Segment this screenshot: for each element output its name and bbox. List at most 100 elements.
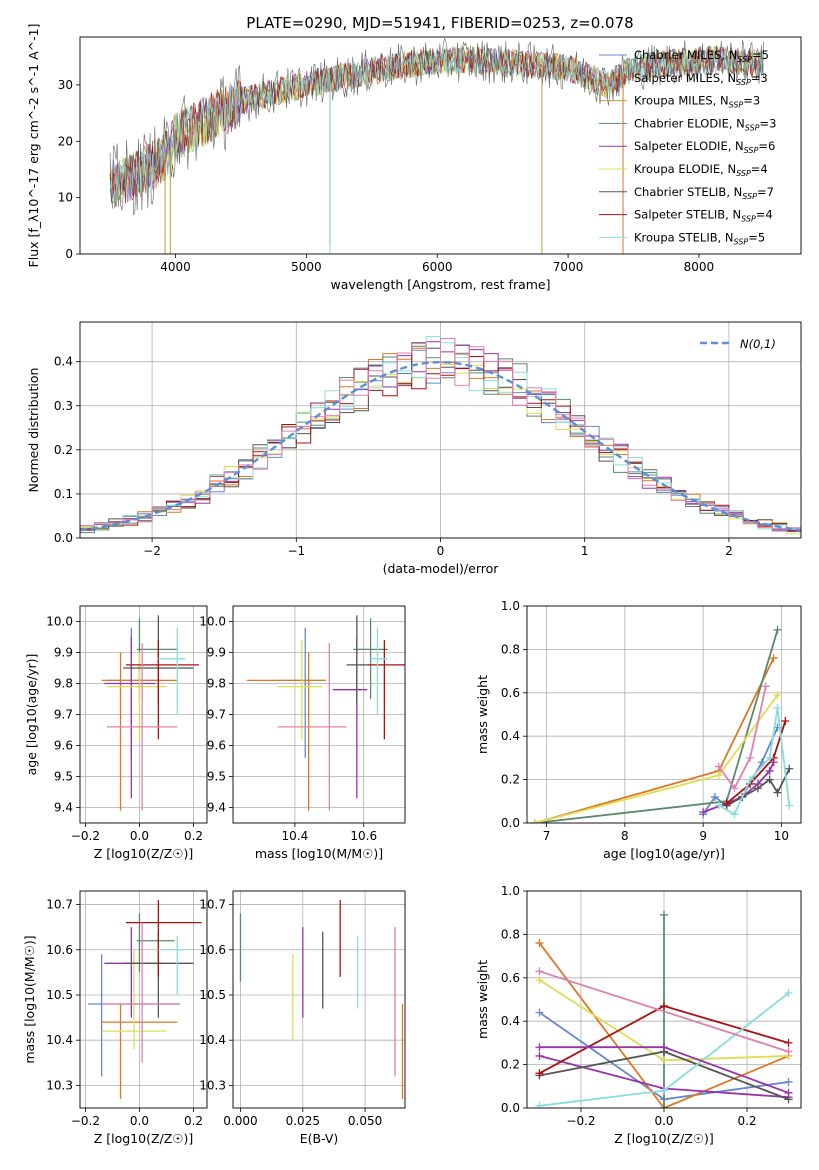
legend-entry: Kroupa MILES, NSSP=3 [634, 94, 760, 110]
x-tick-label: −2 [143, 544, 161, 558]
legend-entry-base: Kroupa MILES, N [634, 94, 729, 108]
y-tick-label: 9.4 [207, 801, 226, 815]
y-tick-label: 9.7 [54, 708, 73, 722]
errorbar-point [107, 627, 162, 758]
y-tick-label: 10.6 [199, 943, 226, 957]
errorbar-point [332, 637, 368, 799]
y-tick-label: 0.0 [501, 816, 520, 830]
series-line [702, 761, 775, 813]
legend-entry: Kroupa STELIB, NSSP=5 [634, 230, 765, 246]
spectrum-line [109, 37, 764, 216]
residuals-legend: N(0,1) [700, 337, 776, 351]
legend-entry: N(0,1) [740, 337, 776, 351]
plus-marker [784, 1077, 793, 1086]
y-tick-label: 0.2 [54, 443, 73, 457]
series-line [534, 694, 779, 823]
age_vs_Z-axes: −0.2 0.0 0.2 9.4 9.5 9.6 9.7 9.8 9.9 10.0 Z [log10… [24, 605, 208, 861]
legend-entry-tail: =3 [751, 71, 768, 85]
legend-entry-tail: =3 [743, 94, 760, 108]
series-line [718, 707, 791, 816]
weight_vs_age-plot-area [530, 625, 794, 823]
x-tick-label: −0.2 [566, 1114, 595, 1128]
x-tick-label: 0.2 [184, 829, 203, 843]
y-tick-label: 9.6 [207, 739, 226, 753]
legend-entry-sub: SSP [736, 169, 751, 178]
legend-entry: Kroupa ELODIE, NSSP=4 [634, 162, 768, 178]
plus-marker [660, 1086, 668, 1095]
y-tick-label: 30 [58, 78, 73, 92]
y-tick-label: 0.6 [501, 686, 520, 700]
legend-entry-tail: =4 [756, 208, 773, 222]
legend-entry-sub: SSP [745, 123, 760, 132]
y-axis-label: Flux [f_λ10^-17 erg cm^-2 s^-1 A^-1] [26, 24, 41, 268]
x-tick-label: 7 [543, 829, 551, 843]
x-axis-label: Z [log10(Z/Z☉)] [94, 846, 194, 861]
y-tick-label: 1.0 [501, 599, 520, 613]
y-axis-label: mass weight [475, 960, 490, 1039]
x-tick-label: 9 [699, 829, 707, 843]
errorbar-point [104, 637, 156, 799]
y-tick-label: 10.0 [46, 615, 73, 629]
y-tick-label: 0.4 [501, 729, 520, 743]
errorbar-point [101, 1004, 178, 1099]
y-tick-label: 20 [58, 134, 73, 148]
legend-entry-sub: SSP [744, 146, 759, 155]
plus-marker [535, 967, 544, 976]
histogram-step [80, 338, 801, 535]
x-axis-label: age [log10(age/yr)] [603, 846, 725, 861]
legend-entry-base: Chabrier STELIB, N [634, 185, 742, 199]
legend-entry-base: Chabrier ELODIE, N [634, 116, 745, 130]
legend-entry-tail: =6 [758, 139, 775, 153]
y-tick-label: 9.8 [54, 677, 73, 691]
plus-marker [660, 1002, 668, 1011]
legend-entry: Salpeter MILES, NSSP=3 [634, 71, 768, 87]
x-tick-label: 0 [437, 544, 445, 558]
x-tick-label: 0.2 [184, 1114, 203, 1128]
y-tick-label: 0.2 [501, 1058, 520, 1072]
plus-marker [784, 1088, 793, 1097]
plus-marker [785, 801, 794, 810]
plus-marker [785, 764, 794, 773]
legend-entry-tail: =5 [748, 230, 765, 244]
x-tick-label: 6000 [422, 260, 453, 274]
mass_vs_EBV-frame [232, 890, 406, 1109]
x-tick-label: −1 [287, 544, 305, 558]
errorbar-point [367, 640, 405, 740]
plus-marker [660, 1104, 668, 1108]
y-tick-label: 0.8 [501, 927, 520, 941]
y-tick-label: 10.7 [46, 898, 73, 912]
residuals-frame [79, 321, 802, 539]
y-tick-label: 0.1 [54, 487, 73, 501]
errorbar-point [101, 922, 178, 1063]
legend-entry: Salpeter STELIB, NSSP=4 [634, 208, 773, 224]
legend-entry-tail: =7 [757, 185, 774, 199]
y-tick-label: 0.0 [501, 1101, 520, 1115]
x-tick-label: 0.050 [348, 1114, 382, 1128]
y-axis-label: mass weight [475, 675, 490, 754]
legend-entry-sub: SSP [737, 55, 752, 64]
errorbar-point [107, 643, 178, 811]
errorbar-point [370, 627, 388, 715]
age_vs_Z-plot-area [101, 615, 199, 811]
legend-entry-base: Salpeter ELODIE, N [634, 139, 744, 153]
series-line [726, 768, 791, 807]
weight_vs_Z-plot-area [535, 910, 793, 1108]
plus-marker [535, 1101, 544, 1108]
legend-entry-sub: SSP [729, 101, 744, 110]
x-tick-label: 10.6 [350, 829, 377, 843]
mass_vs_Z-plot-area [88, 900, 202, 1099]
plus-marker [773, 625, 782, 634]
y-tick-label: 0.2 [501, 773, 520, 787]
y-tick-label: 9.4 [54, 801, 73, 815]
x-tick-label: −0.2 [71, 829, 100, 843]
legend-entry-tail: =3 [760, 116, 777, 130]
plus-marker [535, 1069, 544, 1078]
legend-entry-sub: SSP [742, 192, 757, 201]
y-tick-label: 10.0 [199, 615, 226, 629]
plus-marker [784, 1038, 793, 1047]
series-line [539, 970, 789, 1053]
spectrum-axes: 4000 5000 6000 7000 8000 0 10 20 30 wavelength [A… [26, 24, 802, 292]
plus-marker [714, 771, 723, 780]
y-tick-label: 10.4 [46, 1033, 73, 1047]
